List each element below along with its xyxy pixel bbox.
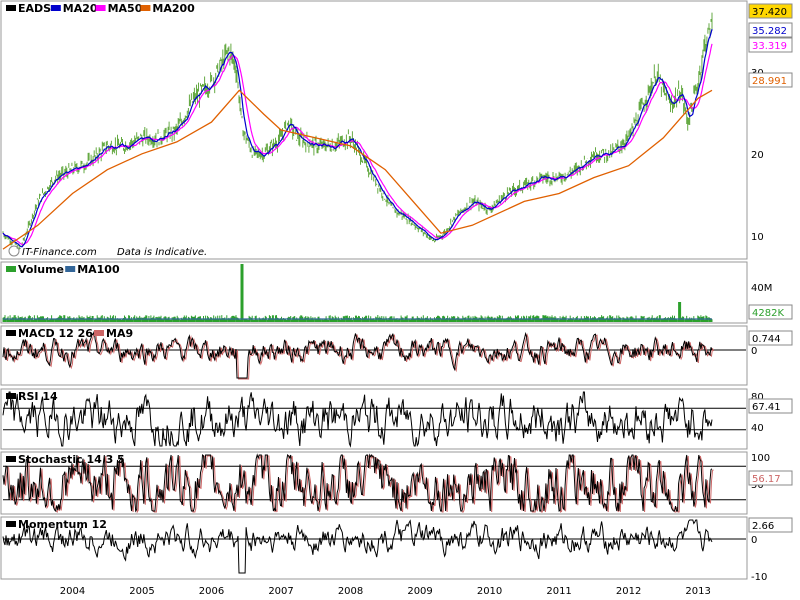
x-tick-label: 2012 (616, 586, 641, 597)
y-tick-label: -10 (751, 572, 767, 583)
legend-label: MA20 (63, 2, 98, 15)
watermark-note: Data is Indicative. (117, 247, 207, 258)
legend-swatch (6, 5, 16, 11)
ma20-line (2, 28, 713, 248)
y-tick-label: 100 (751, 453, 770, 464)
y-tick-label: 0 (751, 346, 757, 357)
legend-label: Stochastic 14 3 5 (18, 453, 125, 466)
indicator-line (2, 391, 713, 448)
legend-swatch (6, 330, 16, 336)
ma200-line (2, 89, 713, 250)
value-badge-label: 0.744 (752, 334, 781, 345)
x-tick-label: 2009 (407, 586, 432, 597)
x-tick-label: 2005 (129, 586, 154, 597)
legend-label: MA100 (77, 263, 120, 276)
value-badge-label: 35.282 (752, 26, 787, 37)
value-badge (748, 330, 793, 346)
rsi-panel (0, 388, 748, 450)
legend-label: EADS (18, 2, 51, 15)
value-badge (748, 517, 793, 533)
value-badge-label: 56.17 (752, 474, 781, 485)
x-tick-label: 2004 (60, 586, 85, 597)
x-tick-label: 2011 (546, 586, 571, 597)
legend-swatch (95, 5, 106, 11)
x-tick-label: 2008 (338, 586, 363, 597)
x-tick-label: 2007 (268, 586, 293, 597)
value-badge (748, 22, 793, 38)
volume-panel (0, 261, 748, 324)
legend-label: Momentum 12 (18, 518, 107, 531)
y-tick-label: 40M (751, 283, 772, 294)
value-badge (748, 398, 793, 414)
x-tick-label: 2013 (685, 586, 710, 597)
legend-swatch (65, 266, 76, 272)
value-badge-label: 28.991 (752, 76, 787, 87)
ma50-line (2, 43, 713, 246)
legend-label: MA9 (106, 327, 133, 340)
legend-swatch (6, 521, 16, 527)
legend-label: MA50 (108, 2, 143, 15)
indicator-line (2, 519, 713, 574)
value-badge-label: 2.66 (752, 521, 774, 532)
value-badge-label: 37.420 (752, 7, 787, 18)
legend-swatch (6, 456, 16, 462)
watermark-brand: IT-Finance.com (22, 247, 97, 258)
y-tick-label: 80 (751, 392, 764, 403)
y-tick-label: 40 (751, 423, 764, 434)
legend-swatch (6, 266, 16, 272)
legend-label: MACD 12 26 (18, 327, 93, 340)
legend-swatch (50, 5, 61, 11)
value-badge (748, 37, 793, 53)
value-badge-label: 67.41 (752, 402, 781, 413)
y-tick-label: 20 (751, 150, 764, 161)
value-badge (748, 3, 793, 19)
value-badge-label: 4282K (752, 308, 784, 319)
value-badge (748, 72, 793, 88)
price-panel (0, 0, 748, 260)
watermark-logo-icon (8, 245, 20, 257)
legend-swatch (6, 393, 16, 399)
legend-label: MA200 (152, 2, 195, 15)
x-tick-label: 2006 (199, 586, 224, 597)
value-badge-label: 33.319 (752, 41, 787, 52)
legend-swatch (140, 5, 151, 11)
legend-label: Volume (18, 263, 64, 276)
value-badge (748, 304, 793, 320)
value-badge (748, 470, 793, 486)
x-tick-label: 2010 (477, 586, 502, 597)
y-tick-label: 0 (751, 535, 757, 546)
indicator-line (2, 331, 713, 379)
indicator-line (2, 453, 713, 513)
legend-swatch (94, 330, 104, 336)
legend-label: RSI 14 (18, 390, 58, 403)
y-tick-label: 10 (751, 232, 764, 243)
